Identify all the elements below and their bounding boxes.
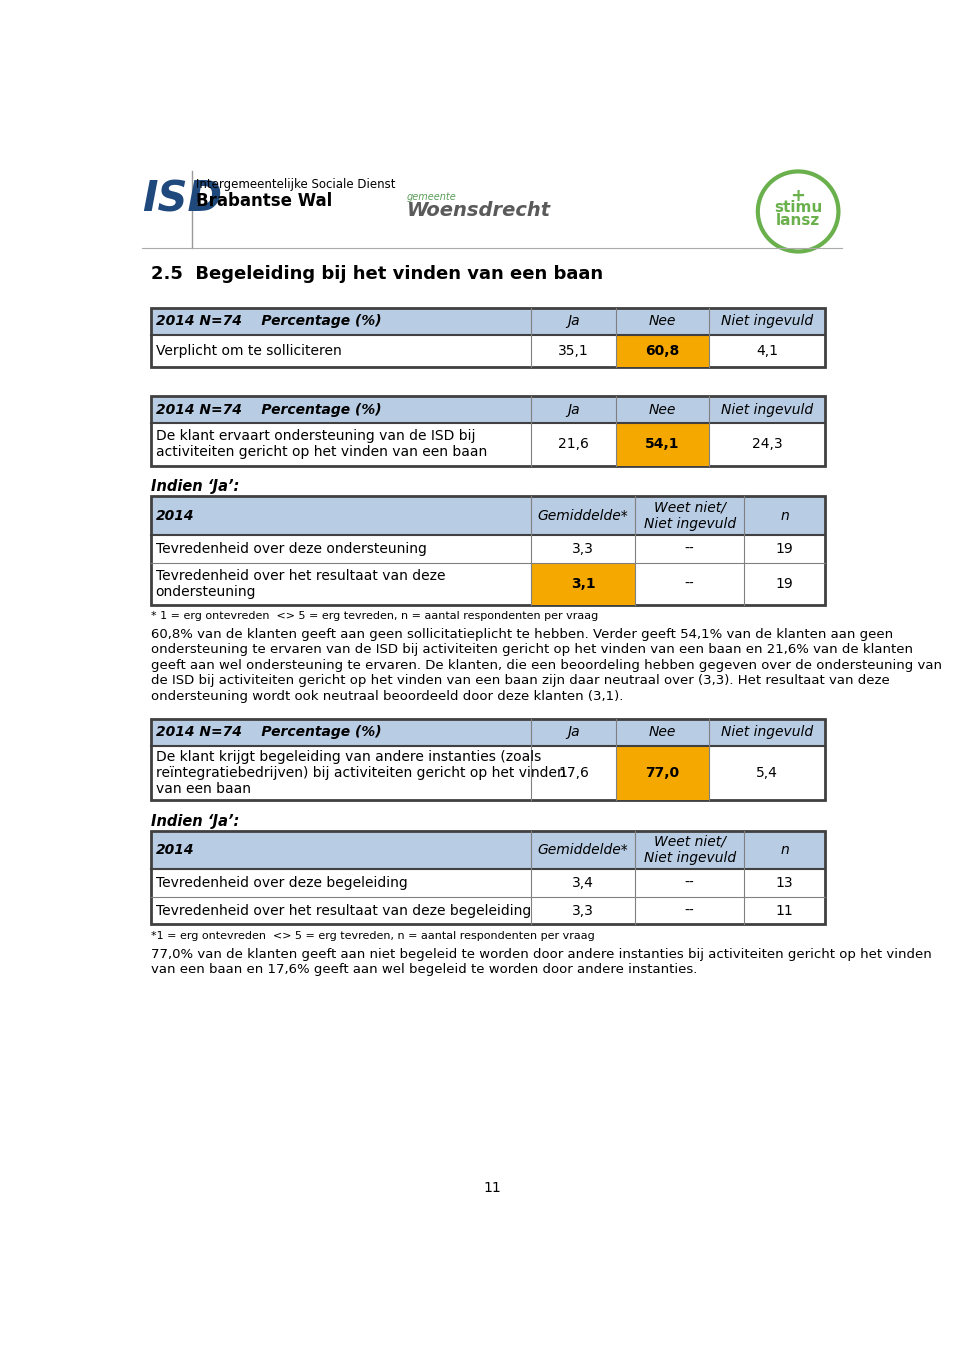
- Text: 3,4: 3,4: [572, 876, 594, 889]
- Bar: [151, 397, 531, 424]
- Text: geeft aan wel ondersteuning te ervaren. De klanten, die een beoordeling hebben g: geeft aan wel ondersteuning te ervaren. …: [151, 659, 942, 672]
- Text: 11: 11: [483, 1180, 501, 1195]
- Text: 54,1: 54,1: [645, 437, 680, 451]
- Text: 2014 N=74    Percentage (%): 2014 N=74 Percentage (%): [156, 314, 381, 329]
- Text: 17,6: 17,6: [558, 766, 588, 779]
- Bar: [636, 497, 744, 535]
- Text: 60,8: 60,8: [645, 344, 680, 359]
- Text: 21,6: 21,6: [558, 437, 588, 451]
- Text: 19: 19: [776, 542, 793, 555]
- Bar: [151, 497, 531, 535]
- Bar: [151, 718, 826, 800]
- Text: 3,3: 3,3: [572, 903, 594, 918]
- Text: Verplicht om te solliciteren: Verplicht om te solliciteren: [156, 344, 342, 359]
- Text: Nee: Nee: [649, 403, 676, 417]
- Text: 24,3: 24,3: [752, 437, 782, 451]
- Text: *1 = erg ontevreden  <> 5 = erg tevreden, n = aantal respondenten per vraag: *1 = erg ontevreden <> 5 = erg tevreden,…: [151, 930, 595, 941]
- Text: Ja: Ja: [567, 725, 580, 739]
- Text: Weet niet/
Niet ingevuld: Weet niet/ Niet ingevuld: [643, 835, 735, 865]
- Bar: [531, 562, 636, 604]
- Text: Ja: Ja: [567, 314, 580, 329]
- Text: --: --: [684, 903, 694, 918]
- Bar: [616, 308, 709, 334]
- Text: Gemiddelde*: Gemiddelde*: [538, 843, 629, 857]
- Text: 2.5  Begeleiding bij het vinden van een baan: 2.5 Begeleiding bij het vinden van een b…: [151, 265, 603, 284]
- Text: 3,3: 3,3: [572, 542, 594, 555]
- Bar: [531, 497, 636, 535]
- Text: Indien ‘Ja’:: Indien ‘Ja’:: [151, 479, 239, 494]
- Text: +: +: [791, 187, 805, 205]
- Bar: [531, 308, 616, 334]
- Bar: [616, 397, 709, 424]
- Bar: [151, 497, 826, 604]
- Bar: [151, 831, 531, 869]
- Text: Tevredenheid over deze ondersteuning: Tevredenheid over deze ondersteuning: [156, 542, 426, 555]
- Text: ISD: ISD: [142, 178, 222, 220]
- Text: ondersteuning te ervaren van de ISD bij activiteiten gericht op het vinden van e: ondersteuning te ervaren van de ISD bij …: [151, 644, 913, 656]
- Text: 5,4: 5,4: [756, 766, 778, 779]
- Text: Woensdrecht: Woensdrecht: [407, 201, 551, 220]
- Text: 19: 19: [776, 577, 793, 591]
- Text: Gemiddelde*: Gemiddelde*: [538, 509, 629, 523]
- Bar: [616, 334, 709, 367]
- Text: Ja: Ja: [567, 403, 580, 417]
- Text: n: n: [780, 509, 789, 523]
- Text: 3,1: 3,1: [571, 577, 595, 591]
- Text: de ISD bij activiteiten gericht op het vinden van een baan zijn daar neutraal ov: de ISD bij activiteiten gericht op het v…: [151, 674, 890, 687]
- Text: --: --: [684, 542, 694, 555]
- Text: 2014: 2014: [156, 843, 194, 857]
- Text: Nee: Nee: [649, 725, 676, 739]
- Text: 77,0: 77,0: [645, 766, 680, 779]
- Bar: [616, 718, 709, 746]
- Text: Brabantse Wal: Brabantse Wal: [196, 193, 332, 210]
- Text: --: --: [684, 577, 694, 591]
- Bar: [151, 308, 826, 367]
- Bar: [709, 397, 826, 424]
- Text: Tevredenheid over deze begeleiding: Tevredenheid over deze begeleiding: [156, 876, 407, 889]
- Bar: [616, 746, 709, 800]
- Text: 4,1: 4,1: [756, 344, 779, 359]
- Bar: [744, 497, 826, 535]
- Bar: [531, 397, 616, 424]
- Text: 77,0% van de klanten geeft aan niet begeleid te worden door andere instanties bi: 77,0% van de klanten geeft aan niet bege…: [151, 948, 932, 960]
- Text: * 1 = erg ontevreden  <> 5 = erg tevreden, n = aantal respondenten per vraag: * 1 = erg ontevreden <> 5 = erg tevreden…: [151, 611, 598, 621]
- Bar: [744, 831, 826, 869]
- Bar: [709, 308, 826, 334]
- Text: De klant krijgt begeleiding van andere instanties (zoals
reïntegratiebedrijven) : De klant krijgt begeleiding van andere i…: [156, 750, 565, 796]
- Text: Niet ingevuld: Niet ingevuld: [721, 403, 813, 417]
- Text: Indien ‘Ja’:: Indien ‘Ja’:: [151, 813, 239, 828]
- Bar: [151, 718, 531, 746]
- Text: n: n: [780, 843, 789, 857]
- Text: Weet niet/
Niet ingevuld: Weet niet/ Niet ingevuld: [643, 501, 735, 531]
- Bar: [151, 831, 826, 925]
- Text: 60,8% van de klanten geeft aan geen sollicitatieplicht te hebben. Verder geeft 5: 60,8% van de klanten geeft aan geen soll…: [151, 627, 893, 641]
- Text: Tevredenheid over het resultaat van deze
ondersteuning: Tevredenheid over het resultaat van deze…: [156, 569, 445, 599]
- Bar: [531, 831, 636, 869]
- Text: 2014: 2014: [156, 509, 194, 523]
- Bar: [636, 831, 744, 869]
- Text: Intergemeentelijke Sociale Dienst: Intergemeentelijke Sociale Dienst: [196, 178, 396, 191]
- Bar: [151, 397, 826, 466]
- Text: 11: 11: [776, 903, 793, 918]
- Text: gemeente: gemeente: [407, 193, 457, 202]
- Text: Nee: Nee: [649, 314, 676, 329]
- Text: Tevredenheid over het resultaat van deze begeleiding: Tevredenheid over het resultaat van deze…: [156, 903, 531, 918]
- Text: van een baan en 17,6% geeft aan wel begeleid te worden door andere instanties.: van een baan en 17,6% geeft aan wel bege…: [151, 963, 697, 976]
- Text: stimu: stimu: [774, 200, 823, 215]
- Text: 35,1: 35,1: [558, 344, 588, 359]
- Text: lansz: lansz: [776, 213, 820, 228]
- Bar: [531, 718, 616, 746]
- Text: Niet ingevuld: Niet ingevuld: [721, 725, 813, 739]
- Text: ondersteuning wordt ook neutraal beoordeeld door deze klanten (3,1).: ondersteuning wordt ook neutraal beoorde…: [151, 690, 623, 702]
- Text: Niet ingevuld: Niet ingevuld: [721, 314, 813, 329]
- Text: 2014 N=74    Percentage (%): 2014 N=74 Percentage (%): [156, 403, 381, 417]
- Text: --: --: [684, 876, 694, 889]
- Bar: [709, 718, 826, 746]
- Bar: [151, 308, 531, 334]
- Text: De klant ervaart ondersteuning van de ISD bij
activiteiten gericht op het vinden: De klant ervaart ondersteuning van de IS…: [156, 429, 487, 459]
- Bar: [616, 424, 709, 466]
- Text: 13: 13: [776, 876, 793, 889]
- Text: 2014 N=74    Percentage (%): 2014 N=74 Percentage (%): [156, 725, 381, 739]
